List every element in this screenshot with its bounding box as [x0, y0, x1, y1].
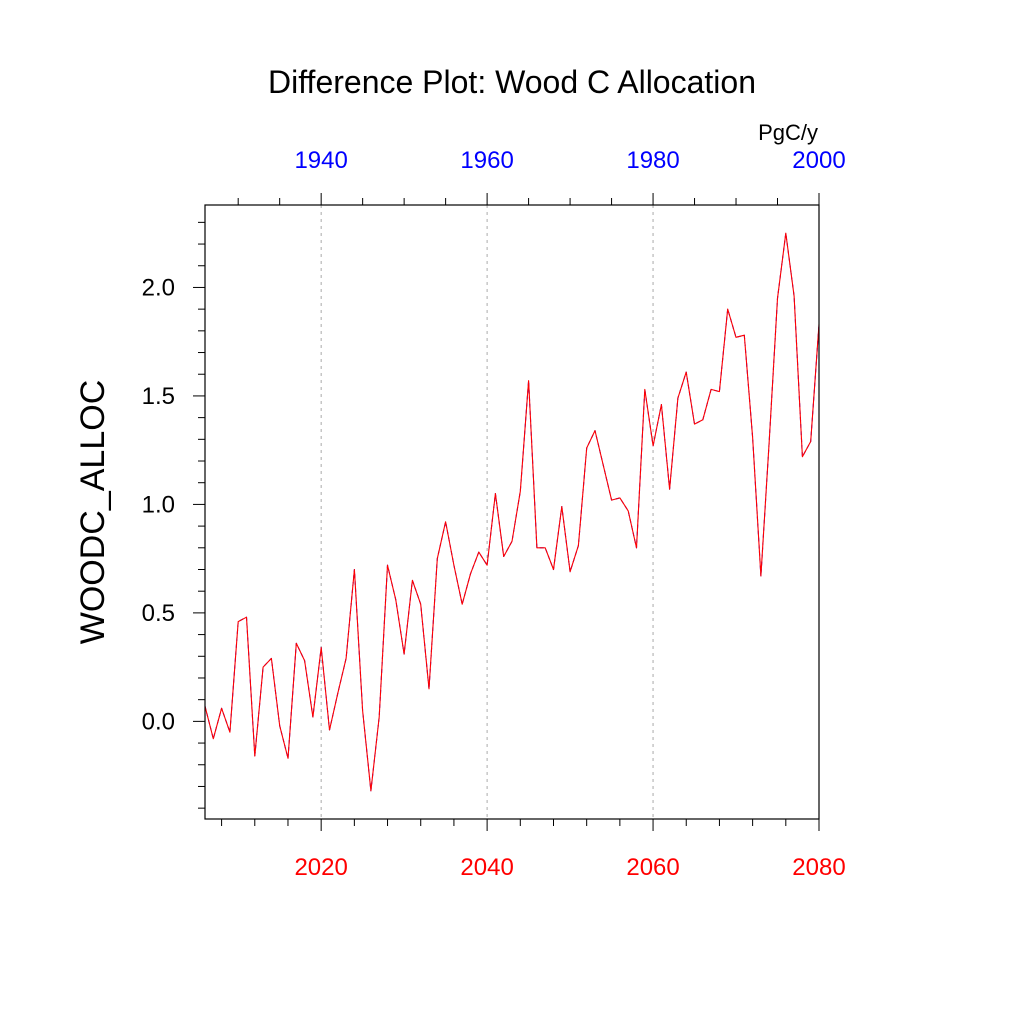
bottom-tick-label: 2080 — [792, 854, 845, 881]
y-tick-label: 1.0 — [142, 491, 175, 518]
y-tick-label: 2.0 — [142, 274, 175, 301]
plot-frame — [204, 204, 820, 820]
bottom-tick-label: 2020 — [294, 854, 347, 881]
tick-labels: 2020 2040 2060 2080 1940 1960 1980 2000 0.0 0.5 1.… — [142, 147, 846, 881]
y-axis-label: WOODC_ALLOC — [74, 380, 112, 645]
top-tick-label: 1940 — [294, 147, 347, 174]
series-line — [204, 232, 820, 792]
top-tick-label: 1980 — [626, 147, 679, 174]
y-tick-label: 1.5 — [142, 383, 175, 410]
data-series — [204, 232, 820, 792]
chart-title: Difference Plot: Wood C Allocation — [268, 64, 756, 100]
bottom-tick-label: 2060 — [626, 854, 679, 881]
units-label: PgC/y — [758, 120, 818, 145]
bottom-tick-label: 2040 — [460, 854, 513, 881]
top-tick-label: 2000 — [792, 147, 845, 174]
y-tick-label: 0.5 — [142, 600, 175, 627]
top-tick-label: 1960 — [460, 147, 513, 174]
y-tick-label: 0.0 — [142, 708, 175, 735]
grid-lines — [320, 205, 654, 819]
axis-ticks — [193, 193, 820, 831]
